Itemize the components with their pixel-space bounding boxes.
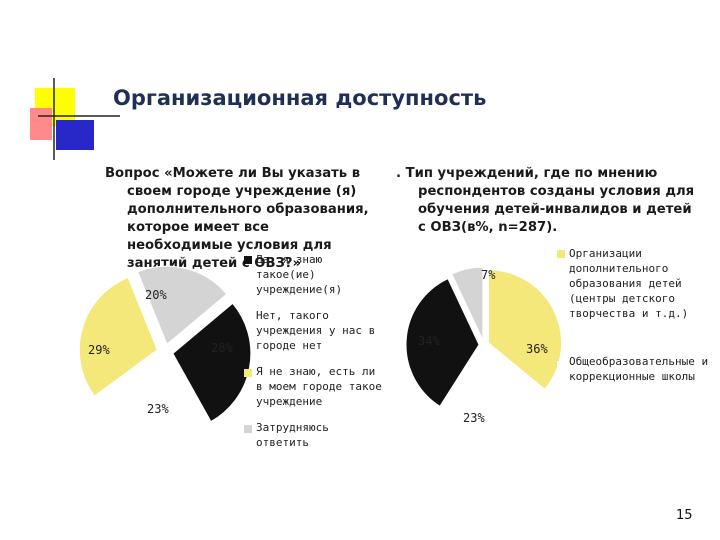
legend1-item-unknown: Я не знаю, есть ли в моем городе такое у… — [256, 365, 382, 408]
chart1-label-yes: 28% — [211, 341, 233, 355]
chart2-question: . Тип учреждений, где по мнению респонде… — [396, 166, 695, 235]
pie2-slice-black — [405, 277, 480, 408]
legend2-item-additional: Организации дополнительного образования … — [569, 247, 689, 320]
legend2-item-schools: Общеобразовательные и коррекционные школ… — [569, 355, 709, 383]
slide-title: Организационная доступность — [113, 86, 487, 110]
legend2-swatch-schools — [557, 361, 565, 369]
legend1-swatch-no — [244, 314, 252, 322]
chart2-label-additional: 36% — [526, 342, 548, 356]
pie2-slice-additional — [488, 269, 562, 391]
legend1-swatch-hard — [244, 425, 252, 433]
chart2-label-white: 23% — [463, 411, 485, 425]
chart1-label-unknown: 29% — [88, 343, 110, 357]
legend1-swatch-yes — [244, 256, 252, 264]
deco-blue-square — [56, 120, 94, 150]
legend1-item-hard: Затрудняюсь ответить — [256, 421, 329, 449]
pie2-slice-gray — [451, 266, 484, 341]
pie1-slice-unknown — [78, 276, 158, 397]
legend1-item-yes: Да, я знаю такое(ие) учреждение(я) — [256, 253, 343, 296]
pie1-slice-yes — [172, 302, 252, 423]
pie2-slice-white — [444, 349, 542, 424]
chart2-label-gray: 7% — [481, 268, 496, 282]
chart2-label-black: 34% — [418, 334, 440, 348]
pie1-slice-no — [99, 359, 203, 439]
page-number: 15 — [676, 508, 693, 523]
chart1-label-hard: 20% — [145, 288, 167, 302]
pie1-slice-hard — [137, 265, 228, 346]
chart1-legend: Да, я знаю такое(ие) учреждение(я) Нет, … — [244, 252, 384, 452]
title-decoration — [30, 78, 120, 160]
legend1-swatch-unknown — [244, 369, 252, 377]
legend1-item-no: Нет, такого учреждения у нас в городе не… — [256, 309, 376, 352]
chart1-label-no: 23% — [147, 402, 169, 416]
legend2-swatch-additional — [557, 250, 565, 258]
chart1-question: Вопрос «Можете ли Вы указать в своем гор… — [105, 166, 369, 271]
chart2-legend: Организации дополнительного образования … — [557, 246, 717, 406]
